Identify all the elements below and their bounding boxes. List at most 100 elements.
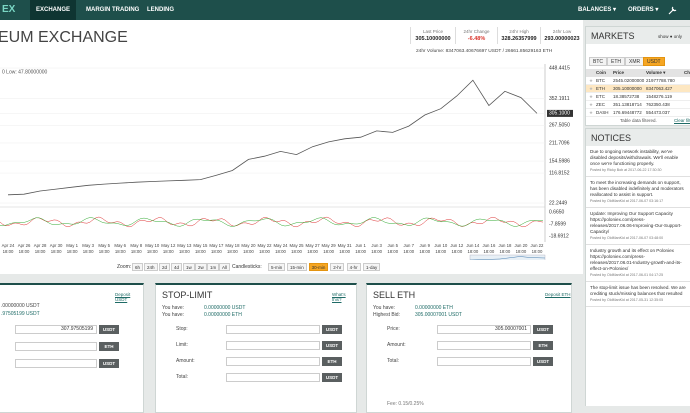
x-tick-label: May 24: [273, 243, 288, 248]
unit: ETH: [99, 342, 119, 351]
input[interactable]: [437, 357, 531, 366]
x-tick-label: Jun 22: [531, 243, 545, 248]
market-tab[interactable]: ETH: [607, 57, 625, 66]
market-cell: 351.13818714: [613, 102, 642, 107]
candle-button[interactable]: 4-hr: [346, 263, 361, 271]
candle-button[interactable]: 2-hr: [330, 263, 345, 271]
y-tick-label: 211.7096: [549, 140, 570, 146]
input[interactable]: [15, 342, 97, 351]
unit: USDT: [533, 325, 553, 334]
clear-filter[interactable]: Clear filt: [674, 118, 690, 123]
fee: Fee: 0.15/0.25%: [387, 401, 424, 407]
x-tick-time: 18:00: [435, 249, 446, 254]
zoom-button[interactable]: 1w: [183, 263, 195, 271]
zoom-button[interactable]: 2w: [195, 263, 207, 271]
nav-item[interactable]: ORDERS ▾: [628, 7, 659, 13]
input[interactable]: 307.97505199: [15, 325, 97, 334]
y-tick-label: 22.2449: [549, 200, 567, 206]
notice-text: To meet the increasing demands on suppor…: [590, 180, 684, 197]
box-header: NOTICES: [586, 129, 690, 146]
notice-meta: Posted by OldManKid at 2017-06-01 04:17:…: [590, 273, 664, 277]
x-tick-time: 18:00: [131, 249, 142, 254]
market-tab[interactable]: USDT: [643, 57, 665, 66]
zoom-bar: Zoom: 6h 24h 2d 4d 1w 2w 1m All Candlesticks: 5-mi…: [0, 260, 583, 274]
logo[interactable]: EX: [2, 4, 16, 15]
legend-text: 0 Low: 47.80000000: [2, 69, 48, 75]
zoom-label: Zoom:: [117, 264, 132, 270]
chart-box: 0 Low: 47.80000000 448.4415 352.1911 305.10…: [0, 62, 583, 262]
zoom-button[interactable]: 6h: [132, 263, 144, 271]
market-row[interactable]: ★ ZEC 351.13818714 762350.438: [586, 101, 690, 109]
help-link[interactable]: What's this?: [332, 292, 346, 302]
market-tab[interactable]: BTC: [589, 57, 607, 66]
show-toggle[interactable]: show ● only: [658, 34, 682, 39]
zoom-button[interactable]: 4d: [171, 263, 183, 271]
market-tab[interactable]: XMR: [625, 57, 645, 66]
market-cell: ETH: [596, 86, 605, 91]
x-tick-label: May 13: [177, 243, 192, 248]
x-tick-label: Jun 3: [371, 243, 382, 248]
candle-button[interactable]: 1-day: [363, 263, 381, 271]
field-label: Limit:: [176, 342, 188, 348]
panel-title: SELL ETH: [373, 290, 416, 300]
star: ★: [589, 94, 594, 99]
market-row[interactable]: ★ DASH 176.69448772 554473.037: [586, 109, 690, 117]
y-tick-label: 267.5050: [549, 123, 570, 129]
input[interactable]: [226, 357, 320, 366]
market-row[interactable]: ★ BTC 2545.02000000 21977788.780: [586, 77, 690, 85]
candle-button[interactable]: 15-min: [287, 263, 307, 271]
column-header[interactable]: Coin: [596, 70, 606, 75]
input[interactable]: [15, 359, 97, 368]
star: ★: [589, 86, 594, 91]
column-header[interactable]: Cha: [684, 70, 690, 75]
input[interactable]: [226, 341, 320, 350]
market-row[interactable]: ★ ETH 305.10000000 8347063.427: [586, 85, 690, 93]
stat-value: 293.00000023: [544, 36, 580, 42]
x-tick-time: 18:00: [419, 249, 430, 254]
filter-note: Table data filtered.: [620, 118, 657, 123]
input[interactable]: [226, 373, 320, 382]
zoom-button[interactable]: 1m: [207, 263, 220, 271]
price-chart: 0 Low: 47.80000000 448.4415 352.1911 305.10…: [0, 64, 573, 262]
market-cell: 176.69448772: [613, 110, 642, 115]
candle-button[interactable]: 5-min: [268, 263, 286, 271]
settings-icon[interactable]: [668, 6, 677, 15]
markets-box: MARKETS show ● only BTC ETH XMR USDT Coin Pric…: [585, 26, 690, 126]
field-label: Amount:: [176, 358, 195, 364]
column-header[interactable]: Price: [613, 70, 625, 75]
zoom-button[interactable]: All: [219, 263, 231, 271]
column-header[interactable]: Volume ▾: [646, 70, 666, 75]
label: You have:: [162, 305, 185, 311]
deposit-link[interactable]: Deposit USDT: [115, 292, 131, 302]
label: You have:: [162, 312, 185, 318]
x-tick-time: 18:00: [99, 249, 110, 254]
notice: Due to ongoing network instability, we'v…: [586, 146, 690, 177]
x-tick-label: Jun 7: [403, 243, 414, 248]
deposit-link[interactable]: Deposit ETH: [545, 292, 571, 297]
star: ★: [589, 102, 594, 107]
tick-highlight: [547, 109, 573, 117]
x-tick-time: 18:00: [147, 249, 158, 254]
market-cell: BTC: [596, 78, 605, 83]
zoom-button[interactable]: 24h: [144, 263, 158, 271]
input[interactable]: [226, 325, 320, 334]
market-header: EUM EXCHANGE Last Price 305.10000000 24hr…: [0, 20, 583, 62]
market-row[interactable]: ★ ETC 18.38572738 1548276.119: [586, 93, 690, 101]
nav-item[interactable]: EXCHANGE: [30, 0, 77, 20]
nav-item[interactable]: LENDING: [147, 7, 174, 13]
zoom-button[interactable]: 2d: [159, 263, 171, 271]
market-cell: DASH: [596, 110, 609, 115]
input[interactable]: 305.00007001: [437, 325, 531, 334]
nav-item[interactable]: BALANCES ▾: [578, 7, 617, 13]
x-tick-label: May 17: [209, 243, 224, 248]
input[interactable]: [437, 341, 531, 350]
x-tick-label: May 3: [82, 243, 94, 248]
indicator-line: [0, 216, 544, 228]
nav-item[interactable]: MARGIN TRADING: [86, 7, 140, 13]
candle-button[interactable]: 30-min: [308, 263, 329, 271]
stat-value: 305.10000000: [415, 36, 451, 42]
x-tick-label: May 12: [161, 243, 176, 248]
unit: USDT: [99, 359, 119, 368]
box-title: MARKETS: [591, 31, 635, 41]
x-tick-label: May 5: [98, 243, 110, 248]
